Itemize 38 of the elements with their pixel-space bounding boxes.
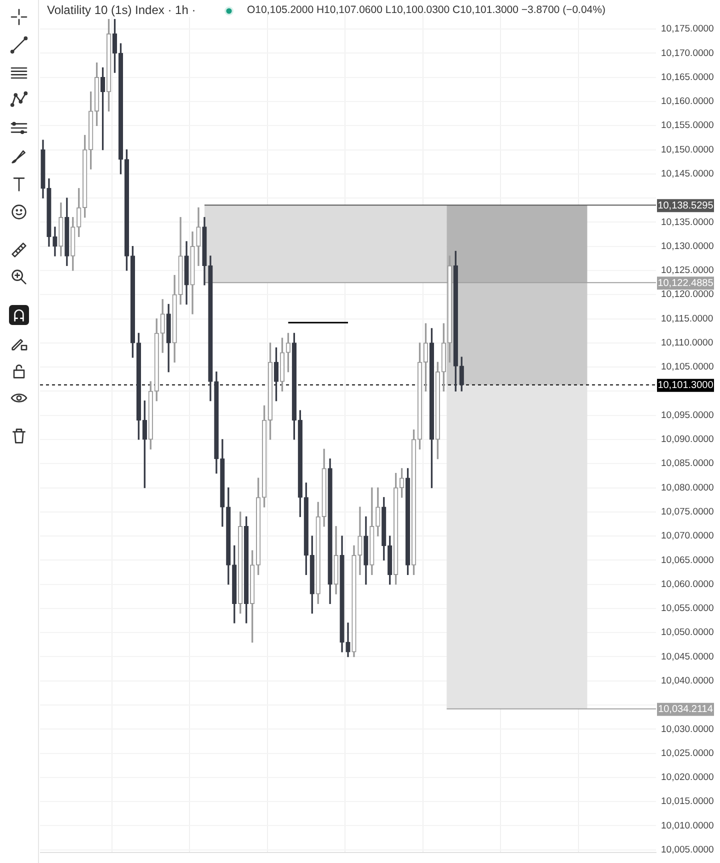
chart-title: Volatility 10 (1s) Index · 1h · [47,3,196,17]
y-tick-label: 10,070.0000 [661,530,714,542]
y-tick-label: 10,080.0000 [661,482,714,494]
y-tick-label: 10,075.0000 [661,506,714,518]
y-tick-label: 10,095.0000 [661,410,714,421]
y-tick-label: 10,110.0000 [661,338,714,349]
ref-line-label: 10,034.2114 [658,704,714,716]
y-tick-label: 10,040.0000 [661,676,714,687]
ref-line-label: 10,101.3000 [658,380,714,392]
y-tick-label: 10,155.0000 [661,120,714,132]
y-tick-label: 10,130.0000 [661,240,714,252]
y-tick-label: 10,025.0000 [661,748,714,759]
y-tick-label: 10,160.0000 [661,96,714,108]
y-tick-label: 10,015.0000 [661,796,714,808]
y-tick-label: 10,145.0000 [661,168,714,180]
y-tick-label: 10,030.0000 [661,724,714,735]
ref-line-label: 10,138.5295 [658,200,714,212]
y-tick-label: 10,150.0000 [661,144,714,156]
y-tick-label: 10,085.0000 [661,458,714,470]
y-tick-label: 10,065.0000 [661,554,714,566]
y-tick-label: 10,055.0000 [661,603,714,614]
y-tick-label: 10,135.0000 [661,216,714,228]
y-tick-label: 10,060.0000 [661,578,714,590]
y-tick-label: 10,125.0000 [661,265,714,276]
y-tick-label: 10,170.0000 [661,48,714,59]
chart-subtitle: O10,105.2000 H10,107.0600 L10,100.0300 C10,101.3000 −3.8700 (−0.04%) [247,4,606,16]
y-tick-label: 10,005.0000 [661,844,714,856]
y-tick-label: 10,010.0000 [661,820,714,832]
y-tick-label: 10,050.0000 [661,627,714,638]
y-tick-label: 10,045.0000 [661,651,714,662]
y-tick-label: 10,115.0000 [661,313,714,324]
ref-line-label: 10,122.4885 [658,278,714,289]
y-tick-label: 10,120.0000 [661,289,714,300]
y-tick-label: 10,020.0000 [661,772,714,784]
y-tick-label: 10,175.0000 [661,24,714,35]
y-tick-label: 10,165.0000 [661,72,714,83]
y-tick-label: 10,090.0000 [661,434,714,446]
y-tick-label: 10,105.0000 [661,362,714,373]
